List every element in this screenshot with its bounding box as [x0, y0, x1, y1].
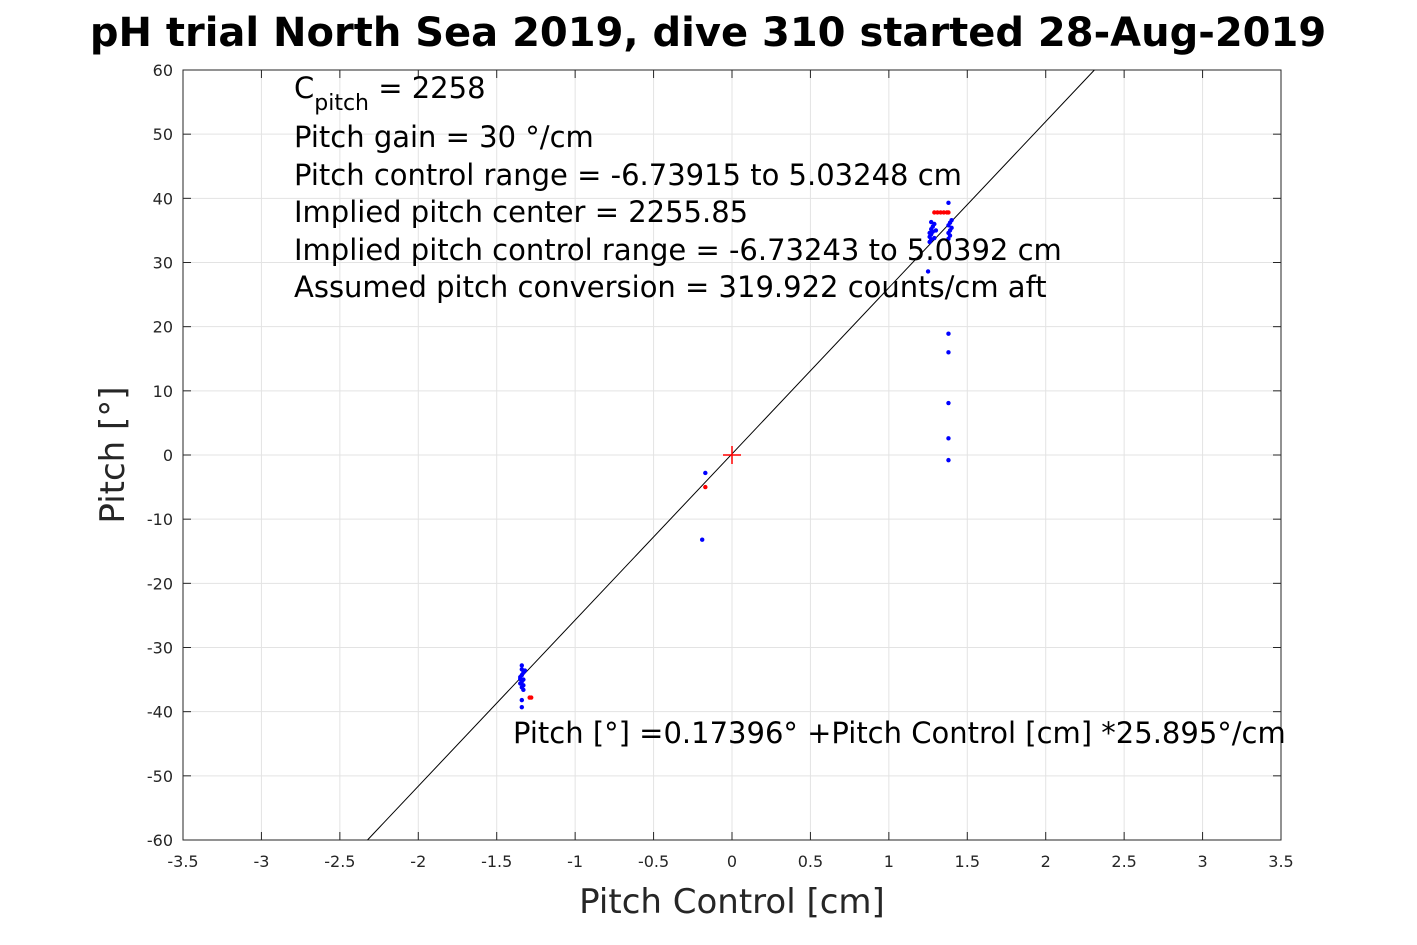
x-tick-label: 2	[1041, 852, 1051, 871]
x-tick-label: 0.5	[798, 852, 823, 871]
data-point-red	[935, 210, 940, 215]
annotation-pitch-gain: Pitch gain = 30 °/cm	[294, 120, 594, 154]
x-tick-label: -1.5	[481, 852, 512, 871]
data-point-blue	[946, 436, 951, 441]
annotation-pitch-control-range: Pitch control range = -6.73915 to 5.0324…	[294, 158, 962, 192]
x-tick-label: 3	[1197, 852, 1207, 871]
data-point-red	[941, 210, 946, 215]
data-point-blue	[518, 676, 523, 682]
y-tick-label: -30	[147, 639, 173, 658]
x-tick-label: -3.5	[167, 852, 198, 871]
y-tick-label: -50	[147, 767, 173, 786]
center-marker-group	[723, 446, 741, 464]
annotation-block: Cpitch = 2258 Pitch gain = 30 °/cm Pitch…	[294, 71, 1286, 750]
x-tick-label: -2.5	[324, 852, 355, 871]
data-point-blue	[946, 331, 951, 336]
x-tick-label: 1.5	[955, 852, 980, 871]
data-point-blue	[522, 668, 528, 673]
data-point-red	[529, 695, 534, 700]
data-point-blue	[521, 687, 526, 693]
data-point-blue	[933, 228, 939, 233]
x-tick-labels: -3.5 -3 -2.5 -2 -1.5 -1 -0.5 0 0.5 1 1.5 2 2.5 3 3.5	[167, 852, 1293, 871]
annotation-implied-range: Implied pitch control range = -6.73243 t…	[294, 233, 1062, 267]
x-tick-label: 0	[727, 852, 737, 871]
data-point-red	[938, 210, 943, 215]
data-point-blue	[703, 470, 708, 476]
data-point-blue	[932, 235, 937, 241]
y-tick-labels: -60 -50 -40 -30 -20 -10 0 10 20 30 40 50 60	[147, 61, 173, 850]
data-point-blue	[519, 663, 525, 668]
data-point-red	[932, 210, 937, 215]
data-point-red	[703, 484, 708, 490]
y-tick-label: 60	[153, 61, 173, 80]
x-tick-label: 1	[884, 852, 894, 871]
annotation-assumed-conversion: Assumed pitch conversion = 319.922 count…	[294, 270, 1047, 304]
data-points	[518, 200, 954, 710]
x-tick-label: -0.5	[638, 852, 669, 871]
y-tick-label: 20	[153, 318, 173, 337]
y-tick-label: -40	[147, 703, 173, 722]
chart-title: pH trial North Sea 2019, dive 310 starte…	[90, 10, 1326, 56]
x-tick-label: -3	[253, 852, 269, 871]
c-pitch-symbol: C	[294, 71, 314, 105]
y-tick-label: -10	[147, 510, 173, 529]
data-point-blue	[946, 400, 951, 406]
data-point-blue	[925, 269, 931, 274]
y-axis-label: Pitch [°]	[93, 386, 133, 523]
data-point-red	[946, 210, 951, 215]
annotation-fit-equation: Pitch [°] =0.17396° +Pitch Control [cm] …	[513, 716, 1286, 750]
x-tick-label: -2	[410, 852, 426, 871]
y-tick-label: 50	[153, 125, 173, 144]
data-point-blue	[949, 217, 954, 223]
c-pitch-value: = 2258	[369, 71, 486, 105]
data-point-blue	[519, 697, 525, 703]
y-tick-label: 30	[153, 254, 173, 273]
x-tick-label: 2.5	[1111, 852, 1136, 871]
data-point-blue	[946, 200, 951, 206]
y-tick-label: -20	[147, 574, 173, 593]
x-axis-label: Pitch Control [cm]	[579, 882, 885, 922]
y-tick-label: 40	[153, 189, 173, 208]
y-tick-label: 0	[163, 446, 173, 465]
data-point-blue	[946, 457, 951, 463]
data-point-blue	[929, 219, 934, 225]
y-tick-label: -60	[147, 831, 173, 850]
annotation-implied-center: Implied pitch center = 2255.85	[294, 195, 748, 229]
data-point-blue	[519, 704, 525, 710]
data-point-blue	[949, 225, 954, 231]
c-pitch-subscript: pitch	[314, 91, 369, 116]
axes-box	[182, 69, 1282, 841]
x-tick-label: 3.5	[1268, 852, 1293, 871]
y-tick-label: 10	[153, 382, 173, 401]
annotation-c-pitch: Cpitch = 2258	[294, 71, 486, 116]
x-tick-label: -1	[567, 852, 583, 871]
plot-area	[182, 69, 1282, 841]
data-point-blue	[927, 230, 932, 236]
data-point-blue	[946, 350, 951, 355]
data-point-blue	[699, 537, 705, 542]
